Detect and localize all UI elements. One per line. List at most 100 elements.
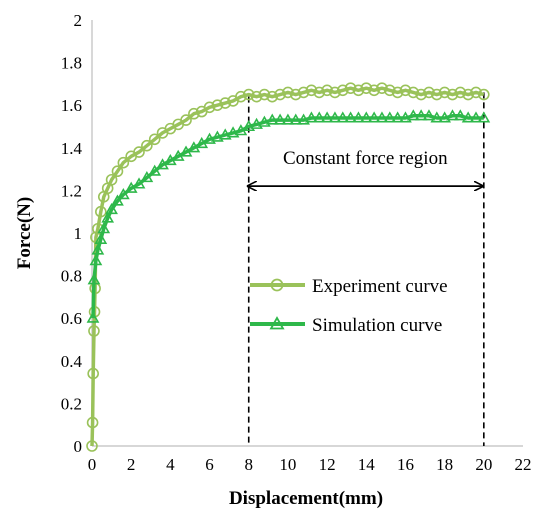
data-point-experiment	[329, 86, 341, 99]
data-point-simulation	[422, 109, 436, 121]
y-tick-label: 0.8	[61, 267, 82, 286]
data-point-experiment	[297, 86, 310, 99]
data-point-simulation	[250, 117, 263, 129]
data-point-experiment	[86, 416, 99, 429]
data-point-simulation	[297, 113, 310, 125]
data-point-simulation	[375, 111, 389, 123]
data-point-simulation	[94, 232, 108, 244]
legend: Experiment curve Simulation curve	[250, 276, 448, 336]
data-point-experiment	[258, 88, 271, 101]
data-point-simulation	[101, 211, 115, 223]
data-point-experiment	[111, 165, 124, 178]
data-point-experiment	[235, 90, 247, 103]
data-point-experiment	[105, 173, 118, 186]
data-point-simulation	[87, 273, 101, 285]
data-point-simulation	[265, 113, 279, 125]
data-point-experiment	[352, 84, 365, 97]
data-point-simulation	[111, 194, 124, 206]
data-point-simulation	[86, 311, 100, 323]
data-point-experiment	[478, 88, 490, 101]
x-tick-label: 22	[515, 455, 532, 474]
data-point-experiment	[95, 205, 107, 218]
y-tick-label: 2	[74, 11, 83, 30]
data-point-simulation	[148, 164, 162, 176]
data-point-experiment	[203, 101, 216, 114]
data-point-simulation	[242, 119, 256, 132]
data-point-experiment	[274, 88, 286, 101]
y-tick-label: 0.4	[61, 352, 83, 371]
legend-marker-simulation	[269, 316, 285, 330]
data-point-simulation	[273, 113, 287, 125]
data-point-experiment	[133, 146, 145, 158]
data-point-experiment	[423, 86, 435, 99]
legend-item-experiment: Experiment curve	[250, 276, 448, 297]
data-point-experiment	[250, 90, 263, 103]
y-tick-label: 0	[74, 437, 83, 456]
x-tick-label: 18	[436, 455, 453, 474]
data-point-experiment	[305, 84, 318, 97]
data-point-experiment	[266, 90, 279, 103]
data-point-experiment	[86, 440, 98, 452]
x-tick-label: 20	[475, 455, 492, 474]
legend-label-experiment: Experiment curve	[312, 276, 448, 297]
y-tick-label: 0.2	[61, 394, 82, 413]
data-point-experiment	[391, 86, 404, 99]
data-point-simulation	[226, 126, 240, 138]
x-tick-label: 16	[397, 455, 414, 474]
data-point-experiment	[430, 88, 443, 101]
x-tick-label: 2	[127, 455, 136, 474]
data-point-experiment	[446, 88, 459, 101]
data-point-experiment	[148, 133, 161, 146]
data-point-simulation	[438, 111, 452, 123]
data-point-experiment	[360, 82, 373, 94]
data-point-simulation	[406, 109, 420, 121]
data-point-experiment	[415, 88, 427, 101]
data-point-simulation	[97, 222, 111, 234]
data-point-experiment	[141, 139, 153, 152]
x-tick-label: 0	[88, 455, 97, 474]
x-tick-label: 10	[279, 455, 296, 474]
data-point-simulation	[453, 109, 467, 121]
data-point-experiment	[399, 84, 412, 97]
data-point-simulation	[258, 115, 271, 127]
data-point-simulation	[391, 111, 404, 123]
data-point-simulation	[140, 171, 154, 183]
data-point-experiment	[368, 84, 380, 97]
data-point-experiment	[180, 114, 192, 126]
data-point-simulation	[352, 111, 365, 123]
data-point-experiment	[117, 156, 130, 169]
x-tick-label: 6	[205, 455, 214, 474]
x-tick-label: 14	[358, 455, 376, 474]
y-tick-label: 1.8	[61, 54, 82, 73]
data-point-simulation	[359, 111, 373, 123]
x-tick-label: 4	[166, 455, 175, 474]
data-point-simulation	[461, 111, 475, 123]
data-point-experiment	[407, 86, 420, 99]
constant-force-label: Constant force region	[283, 148, 448, 169]
data-point-simulation	[328, 111, 342, 123]
x-axis-title: Displacement(mm)	[229, 488, 383, 509]
data-point-simulation	[414, 109, 428, 121]
data-point-simulation	[281, 113, 295, 125]
x-tick-label: 12	[319, 455, 336, 474]
data-point-experiment	[313, 86, 326, 99]
y-tick-label: 1.6	[61, 96, 82, 115]
data-point-simulation	[89, 254, 103, 266]
y-tick-label: 0.6	[61, 309, 82, 328]
legend-label-simulation: Simulation curve	[312, 315, 442, 336]
data-point-simulation	[289, 113, 303, 125]
data-point-simulation	[105, 202, 118, 215]
series-layer	[86, 82, 491, 452]
data-point-simulation	[477, 111, 491, 123]
y-axis-title: Force(N)	[14, 197, 35, 269]
data-point-experiment	[219, 97, 232, 109]
data-point-experiment	[289, 88, 302, 101]
data-point-experiment	[470, 86, 482, 99]
data-point-experiment	[242, 88, 255, 101]
data-point-simulation	[312, 111, 326, 123]
axes	[91, 20, 523, 447]
data-point-experiment	[383, 84, 396, 97]
x-tick-labels: 0 2 4 6 8 10 12 14 16 18 20 22	[88, 455, 532, 474]
data-point-simulation	[320, 111, 334, 123]
